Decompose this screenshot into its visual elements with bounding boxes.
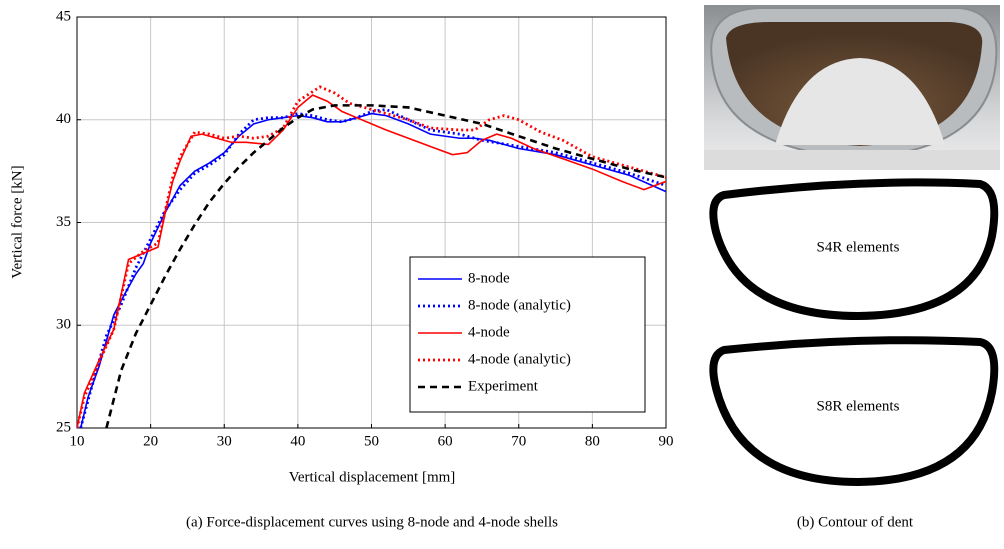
x-tick-label: 20 bbox=[143, 433, 158, 449]
y-tick-label: 40 bbox=[56, 111, 71, 127]
y-tick-label: 25 bbox=[56, 419, 71, 435]
line bbox=[79, 112, 666, 428]
contour-label: S8R elements bbox=[817, 398, 900, 414]
contour-label: S4R elements bbox=[817, 239, 900, 255]
line bbox=[77, 94, 666, 428]
line bbox=[77, 85, 666, 428]
plot-area: 10 20 30 40 50 60 70 80 90 25 30 35 40 45 8-node 8-node… bbox=[56, 8, 674, 449]
x-tick-label: 70 bbox=[511, 433, 526, 449]
x-tick-label: 40 bbox=[290, 433, 305, 449]
dent-contour bbox=[709, 178, 999, 321]
y-tick-label: 30 bbox=[56, 317, 71, 333]
y-tick-label: 35 bbox=[56, 214, 71, 230]
legend-label: 4-node (analytic) bbox=[468, 351, 571, 367]
x-tick-label: 50 bbox=[364, 433, 379, 449]
dent-contour bbox=[709, 336, 999, 487]
x-tick-label: 60 bbox=[438, 433, 453, 449]
x-tick-label: 90 bbox=[659, 433, 674, 449]
line bbox=[105, 104, 666, 428]
legend-label: 8-node bbox=[468, 270, 510, 286]
x-tick-label: 80 bbox=[585, 433, 600, 449]
caption: (b) Contour of dent bbox=[797, 514, 914, 530]
legend-box bbox=[409, 256, 646, 413]
x-tick-label: 30 bbox=[217, 433, 232, 449]
y-axis-label: Vertical force [kN] bbox=[9, 165, 25, 278]
legend-label: 8-node (analytic) bbox=[468, 297, 571, 313]
legend-label: Experiment bbox=[468, 378, 539, 394]
x-axis-label: Vertical displacement [mm] bbox=[289, 469, 456, 485]
series-group bbox=[77, 85, 666, 428]
legend-label: 4-node bbox=[468, 324, 510, 340]
caption: (a) Force-displacement curves using 8-no… bbox=[186, 514, 558, 530]
y-tick-label: 45 bbox=[56, 8, 71, 24]
plot-frame bbox=[76, 16, 667, 429]
x-tick-label: 10 bbox=[70, 433, 85, 449]
photo bbox=[704, 5, 1000, 170]
